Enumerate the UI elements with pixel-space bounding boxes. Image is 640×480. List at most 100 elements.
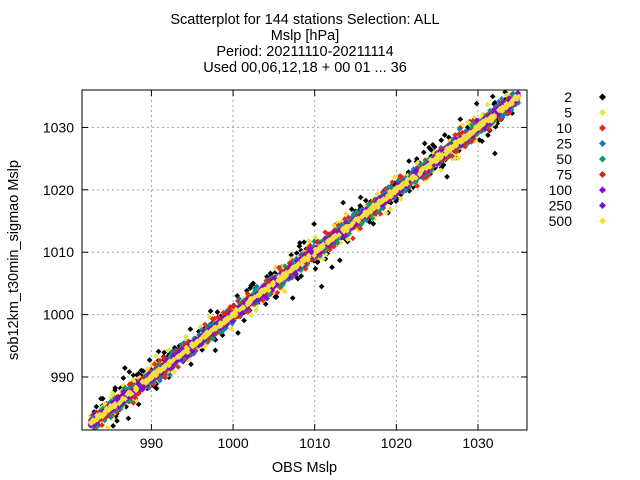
point-2 [441,132,448,138]
point-2 [296,243,303,249]
point-2 [426,144,432,151]
point-25 [456,126,463,133]
point-25 [236,295,242,302]
legend-label-75: 75 [556,167,572,183]
point-500 [409,174,416,181]
point-500 [455,138,461,145]
point-500 [445,147,452,153]
point-500 [167,359,174,366]
point-500 [229,310,236,317]
x-tick-label: 1020 [381,435,412,451]
point-2 [457,116,464,123]
point-500 [418,168,425,174]
point-500 [352,216,359,223]
point-500 [491,114,498,121]
point-500 [317,244,323,251]
point-5 [343,210,349,217]
point-500 [217,320,224,326]
legend-marker-100 [598,186,607,194]
point-500 [433,158,439,165]
point-500 [442,151,449,158]
x-tick-label: 1010 [299,435,330,451]
point-500 [346,223,352,230]
point-500 [247,295,254,302]
point-5 [152,353,159,359]
x-tick-label: 1000 [217,435,248,451]
point-500 [133,386,140,392]
point-500 [497,105,503,112]
point-5 [383,210,390,216]
point-2 [188,361,194,368]
point-2 [247,285,254,291]
point-2 [336,257,343,264]
legend-label-5: 5 [564,105,572,121]
chart-title-line-2: Mslp [hPa] [270,28,340,44]
point-500 [295,260,302,267]
point-500 [289,265,296,272]
point-500 [88,420,95,426]
point-500 [332,233,339,240]
point-500 [256,291,263,298]
point-2 [187,326,194,332]
legend-marker-2 [598,93,607,101]
point-500 [154,370,161,376]
point-2 [135,401,142,408]
plot-frame [81,89,528,431]
point-5 [248,312,255,318]
point-2 [318,283,325,290]
point-2 [444,173,450,180]
point-5 [171,369,178,376]
point-2 [288,252,295,258]
point-5 [104,424,111,430]
point-500 [376,198,382,204]
point-100 [473,117,480,124]
point-5 [272,264,279,271]
point-500 [367,207,374,213]
point-10 [274,289,281,296]
point-2 [241,317,247,324]
point-10 [276,264,282,271]
point-2 [476,137,483,143]
point-5 [282,288,288,295]
point-2 [272,294,279,300]
point-10 [486,126,493,133]
chart-title-line-4: Used 00,06,12,18 + 00 01 ... 36 [203,60,407,76]
point-2 [212,347,219,354]
point-500 [300,258,306,265]
point-250 [342,219,349,226]
point-500 [175,353,182,360]
point-10 [157,357,163,364]
point-500 [203,332,210,339]
point-5 [398,196,404,202]
point-500 [183,347,189,354]
point-500 [360,213,366,219]
point-500 [515,93,522,100]
point-2 [235,330,241,336]
point-2 [438,137,445,144]
point-500 [240,304,247,311]
point-5 [307,239,314,245]
point-5 [253,307,259,314]
point-100 [263,294,270,301]
point-2 [126,369,133,375]
point-2 [110,422,116,429]
point-2 [312,265,319,272]
legend-marker-500 [598,217,607,225]
point-50 [350,211,357,217]
point-500 [213,326,219,332]
point-500 [161,365,167,372]
point-2 [406,158,412,164]
point-500 [127,390,134,396]
y-tick-label: 1020 [43,182,74,198]
point-2 [120,375,127,381]
point-500 [270,281,276,288]
point-500 [277,275,283,282]
point-10 [330,243,337,250]
point-500 [312,246,319,253]
point-2 [298,273,305,279]
point-2 [492,150,498,157]
point-500 [486,115,493,122]
point-500 [120,396,126,403]
point-10 [452,132,458,138]
point-10 [357,225,364,232]
